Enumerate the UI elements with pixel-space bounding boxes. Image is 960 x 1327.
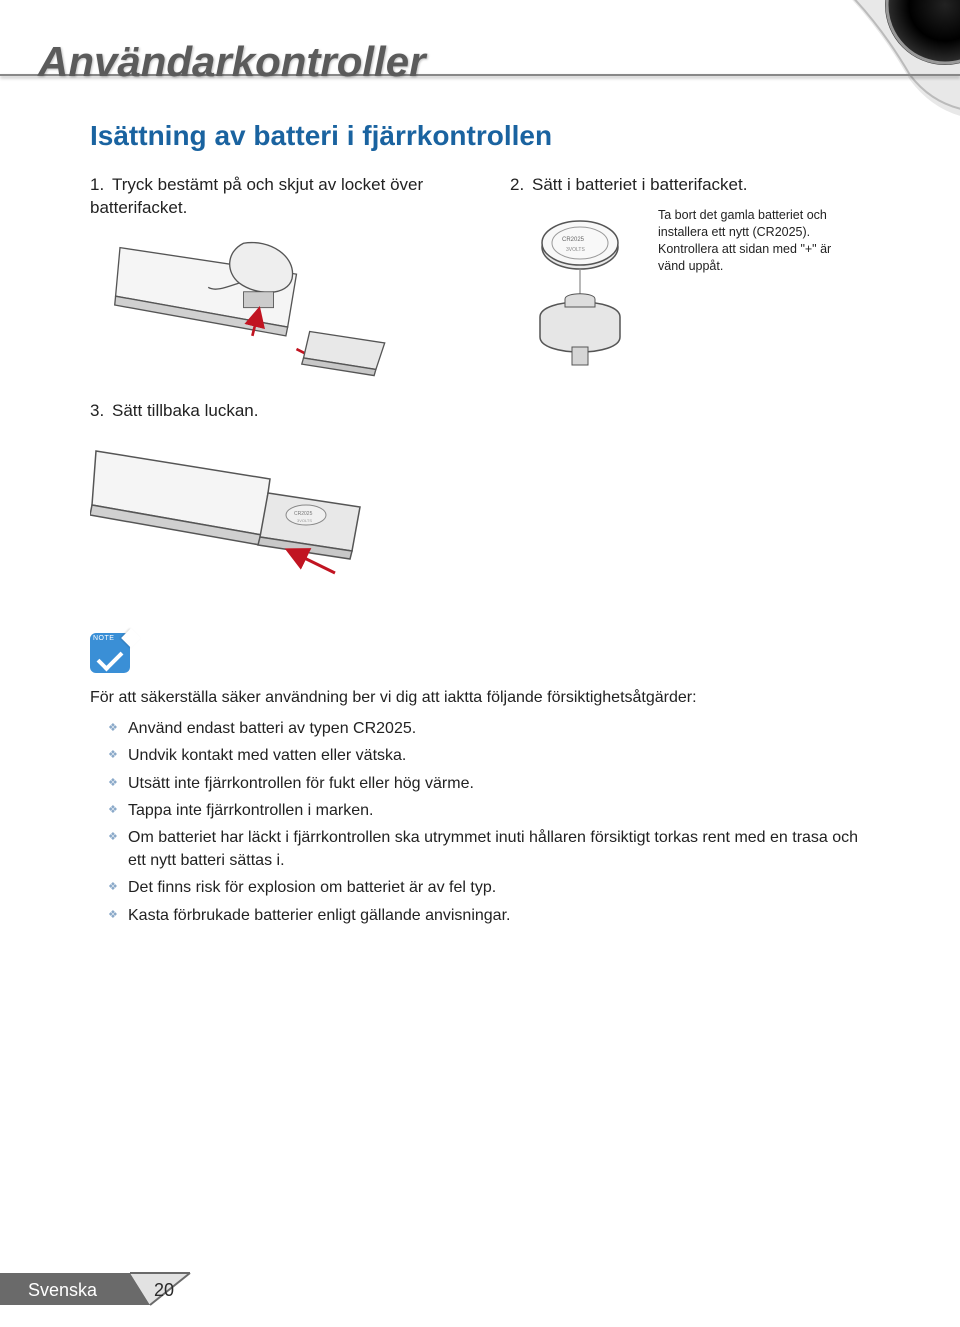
bullet-item: Kasta förbrukade batterier enligt gällan…: [108, 904, 870, 927]
battery-label-svg: CR2025: [562, 237, 585, 243]
step-1-body: Tryck bestämt på och skjut av locket öve…: [90, 175, 423, 217]
footer-language: Svenska: [28, 1280, 97, 1301]
battery-volt-svg: 3VOLTS: [566, 247, 585, 253]
footer: Svenska 20: [0, 1269, 240, 1309]
step-3: 3.Sätt tillbaka luckan. CR2025 3VOLTS: [90, 400, 870, 603]
footer-page-number: 20: [154, 1280, 174, 1301]
step-3-num: 3.: [90, 400, 112, 423]
step-2: 2.Sätt i batteriet i batterifacket. CR20…: [510, 174, 870, 380]
step-2-text: 2.Sätt i batteriet i batterifacket.: [510, 174, 870, 197]
step-1-illustration: [90, 230, 450, 380]
step-3-text: 3.Sätt tillbaka luckan.: [90, 400, 870, 423]
step-1: 1.Tryck bestämt på och skjut av locket ö…: [90, 174, 450, 380]
section-title: Isättning av batteri i fjärrkontrollen: [90, 120, 870, 152]
bullet-item: Det finns risk för explosion om batterie…: [108, 876, 870, 899]
step-1-num: 1.: [90, 174, 112, 197]
svg-text:3VOLTS: 3VOLTS: [297, 518, 312, 523]
header-bar: Användarkontroller: [0, 30, 960, 90]
steps-row-top: 1.Tryck bestämt på och skjut av locket ö…: [90, 174, 870, 380]
bullet-item: Utsätt inte fjärrkontrollen för fukt ell…: [108, 772, 870, 795]
step-3-illustration: CR2025 3VOLTS: [90, 433, 450, 603]
bullet-list: Använd endast batteri av typen CR2025. U…: [90, 717, 870, 927]
step-2-small: Ta bort det gamla batteriet och installe…: [658, 207, 858, 275]
note-label: NOTE: [93, 635, 114, 642]
note-icon: NOTE: [90, 633, 136, 679]
step-2-illustration: CR2025 3VOLTS: [510, 207, 650, 377]
step-2-num: 2.: [510, 174, 532, 197]
content-area: Isättning av batteri i fjärrkontrollen 1…: [90, 120, 870, 931]
page-title: Användarkontroller: [38, 38, 425, 86]
bullet-item: Om batteriet har läckt i fjärrkontrollen…: [108, 826, 870, 872]
bullet-item: Tappa inte fjärrkontrollen i marken.: [108, 799, 870, 822]
caution-intro: För att säkerställa säker användning ber…: [90, 687, 870, 709]
step-1-text: 1.Tryck bestämt på och skjut av locket ö…: [90, 174, 450, 220]
step-2-body: Sätt i batteriet i batterifacket.: [532, 175, 747, 194]
bullet-item: Undvik kontakt med vatten eller vätska.: [108, 744, 870, 767]
step-3-body: Sätt tillbaka luckan.: [112, 401, 258, 420]
bullet-item: Använd endast batteri av typen CR2025.: [108, 717, 870, 740]
svg-text:CR2025: CR2025: [294, 511, 313, 517]
